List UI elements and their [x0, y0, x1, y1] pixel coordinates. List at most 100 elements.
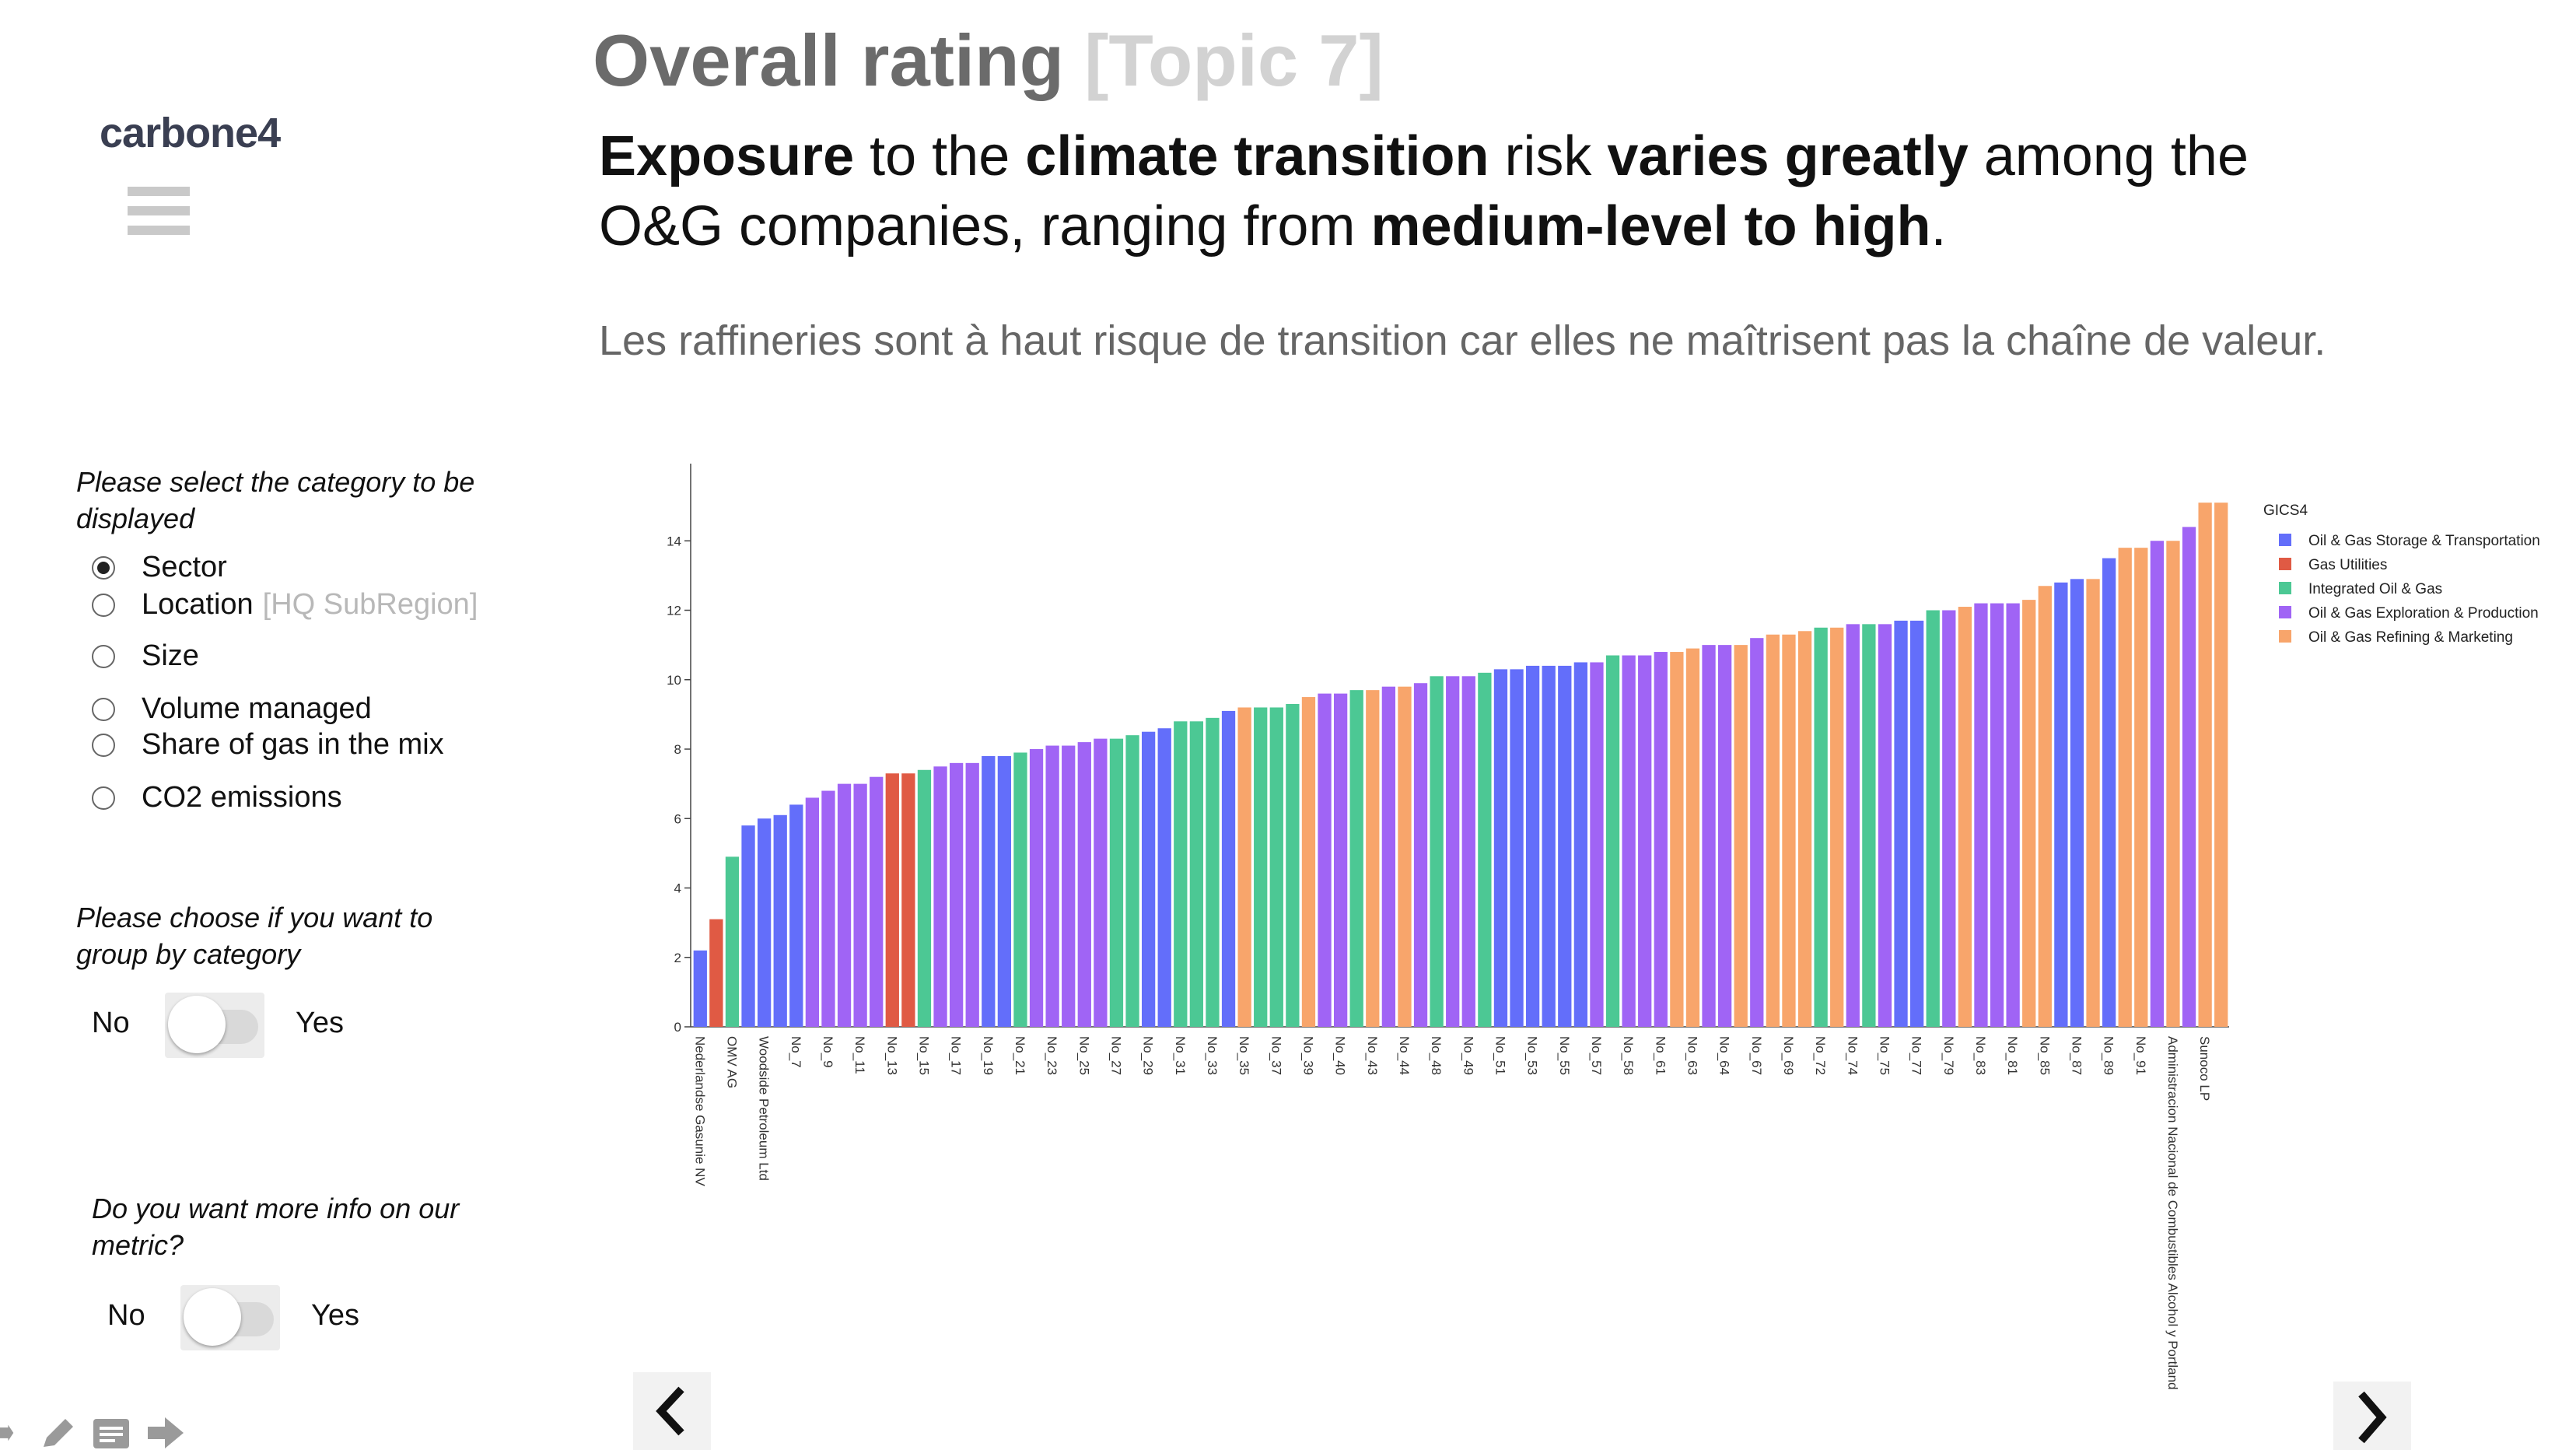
bar [1797, 631, 1812, 1027]
bar [1493, 669, 1508, 1027]
radio-button[interactable] [92, 593, 115, 617]
legend-swatch [2279, 630, 2291, 643]
topic-tag: [Topic 7] [1084, 19, 1384, 101]
radio-button[interactable] [92, 733, 115, 757]
bar [1510, 669, 1524, 1027]
radio-option-size[interactable]: Size [92, 639, 199, 673]
bar [1013, 752, 1027, 1027]
fullscreen-icon[interactable] [0, 1416, 23, 1450]
radio-button[interactable] [92, 644, 115, 668]
toggle-knob[interactable] [168, 996, 226, 1053]
radio-button[interactable] [92, 786, 115, 810]
legend-label: Integrated Oil & Gas [2308, 581, 2442, 597]
x-tick-label: No_31 [1173, 1036, 1188, 1075]
bar [1269, 707, 1283, 1027]
x-tick-label: No_44 [1397, 1036, 1412, 1075]
hamburger-icon[interactable] [128, 187, 190, 243]
bar [2054, 582, 2068, 1027]
pen-icon[interactable] [37, 1416, 78, 1450]
radio-option-co2-emissions[interactable]: CO2 emissions [92, 781, 342, 814]
bar [2182, 527, 2196, 1027]
bar [1174, 721, 1188, 1027]
bar [870, 776, 884, 1027]
legend-label: Gas Utilities [2308, 557, 2387, 573]
bar [1846, 624, 1860, 1027]
bar [1286, 703, 1300, 1027]
x-tick-label: No_11 [852, 1036, 867, 1074]
x-tick-label: No_48 [1429, 1036, 1444, 1075]
headline-part: among the O&G companies, ranging from [599, 125, 2249, 257]
x-tick-label: No_40 [1333, 1036, 1348, 1075]
radio-option-volume-managed[interactable]: Volume managed [92, 692, 372, 726]
toggle-knob[interactable] [184, 1288, 241, 1346]
x-tick-label: No_29 [1141, 1036, 1156, 1075]
x-tick-label: No_37 [1269, 1036, 1283, 1075]
radio-option-share-of-gas[interactable]: Share of gas in the mix [92, 728, 444, 762]
bar [2214, 503, 2228, 1027]
bar [2102, 558, 2116, 1027]
bar [1750, 638, 1764, 1027]
notes-icon[interactable] [92, 1416, 132, 1450]
x-tick-label: No_87 [2069, 1036, 2084, 1075]
next-slide-button[interactable] [2333, 1382, 2411, 1450]
page-title-text: Overall rating [593, 19, 1064, 101]
bar [757, 818, 772, 1027]
radio-button[interactable] [92, 697, 115, 721]
bar [1062, 745, 1076, 1027]
bar [773, 814, 787, 1027]
y-tick-label: 2 [674, 951, 681, 965]
x-tick-label: Administracion Nacional de Combustibles … [2165, 1036, 2180, 1390]
x-tick-label: OMV AG [724, 1036, 739, 1088]
x-tick-label: No_21 [1013, 1036, 1027, 1075]
x-tick-label: No_67 [1749, 1036, 1764, 1075]
radio-label: Size [142, 639, 199, 672]
chevron-left-icon [656, 1386, 684, 1436]
x-tick-label: No_49 [1461, 1036, 1475, 1075]
bar [1125, 735, 1139, 1027]
bar [1974, 603, 1988, 1027]
radio-option-location[interactable]: Location [HQ SubRegion] [92, 588, 478, 622]
arrow-right-icon[interactable] [146, 1416, 187, 1450]
bar [1461, 676, 1475, 1027]
bar [1862, 624, 1876, 1027]
info-toggle-switch[interactable] [180, 1285, 280, 1350]
bar [1077, 742, 1091, 1027]
x-tick-label: No_53 [1525, 1036, 1540, 1075]
bar [982, 755, 996, 1027]
group-toggle-switch[interactable] [165, 993, 264, 1058]
x-tick-label: No_7 [789, 1036, 803, 1068]
x-tick-label: No_89 [2102, 1036, 2116, 1075]
bar [1685, 648, 1700, 1027]
bar [1717, 645, 1732, 1027]
legend-label: Oil & Gas Storage & Transportation [2308, 533, 2540, 549]
bar [2198, 503, 2212, 1027]
y-tick-label: 14 [667, 534, 681, 548]
x-tick-label: No_69 [1781, 1036, 1796, 1075]
x-tick-label: No_35 [1237, 1036, 1251, 1075]
bar [1094, 738, 1108, 1027]
bar [1237, 707, 1251, 1027]
radio-label: Sector [142, 551, 227, 583]
bar [1446, 676, 1460, 1027]
bar [901, 773, 915, 1027]
headline-part: Exposure [599, 125, 855, 187]
y-tick-label: 8 [674, 742, 681, 757]
bar [1157, 728, 1171, 1027]
radio-label: Volume managed [142, 692, 372, 725]
bar [1782, 634, 1796, 1027]
info-yes-label: Yes [311, 1299, 359, 1332]
bar [1189, 721, 1204, 1027]
radio-option-sector[interactable]: Sector [92, 551, 227, 584]
x-tick-label: No_83 [1973, 1036, 1988, 1075]
bar [1109, 738, 1124, 1027]
bar [1814, 627, 1828, 1027]
radio-button[interactable] [92, 555, 115, 580]
y-tick-label: 6 [674, 811, 681, 826]
legend-swatch [2279, 534, 2291, 546]
bar [853, 783, 867, 1027]
bar [1702, 645, 1716, 1027]
x-tick-label: No_9 [821, 1036, 835, 1068]
prev-slide-button[interactable] [633, 1372, 711, 1450]
x-tick-label: No_85 [2037, 1036, 2052, 1075]
